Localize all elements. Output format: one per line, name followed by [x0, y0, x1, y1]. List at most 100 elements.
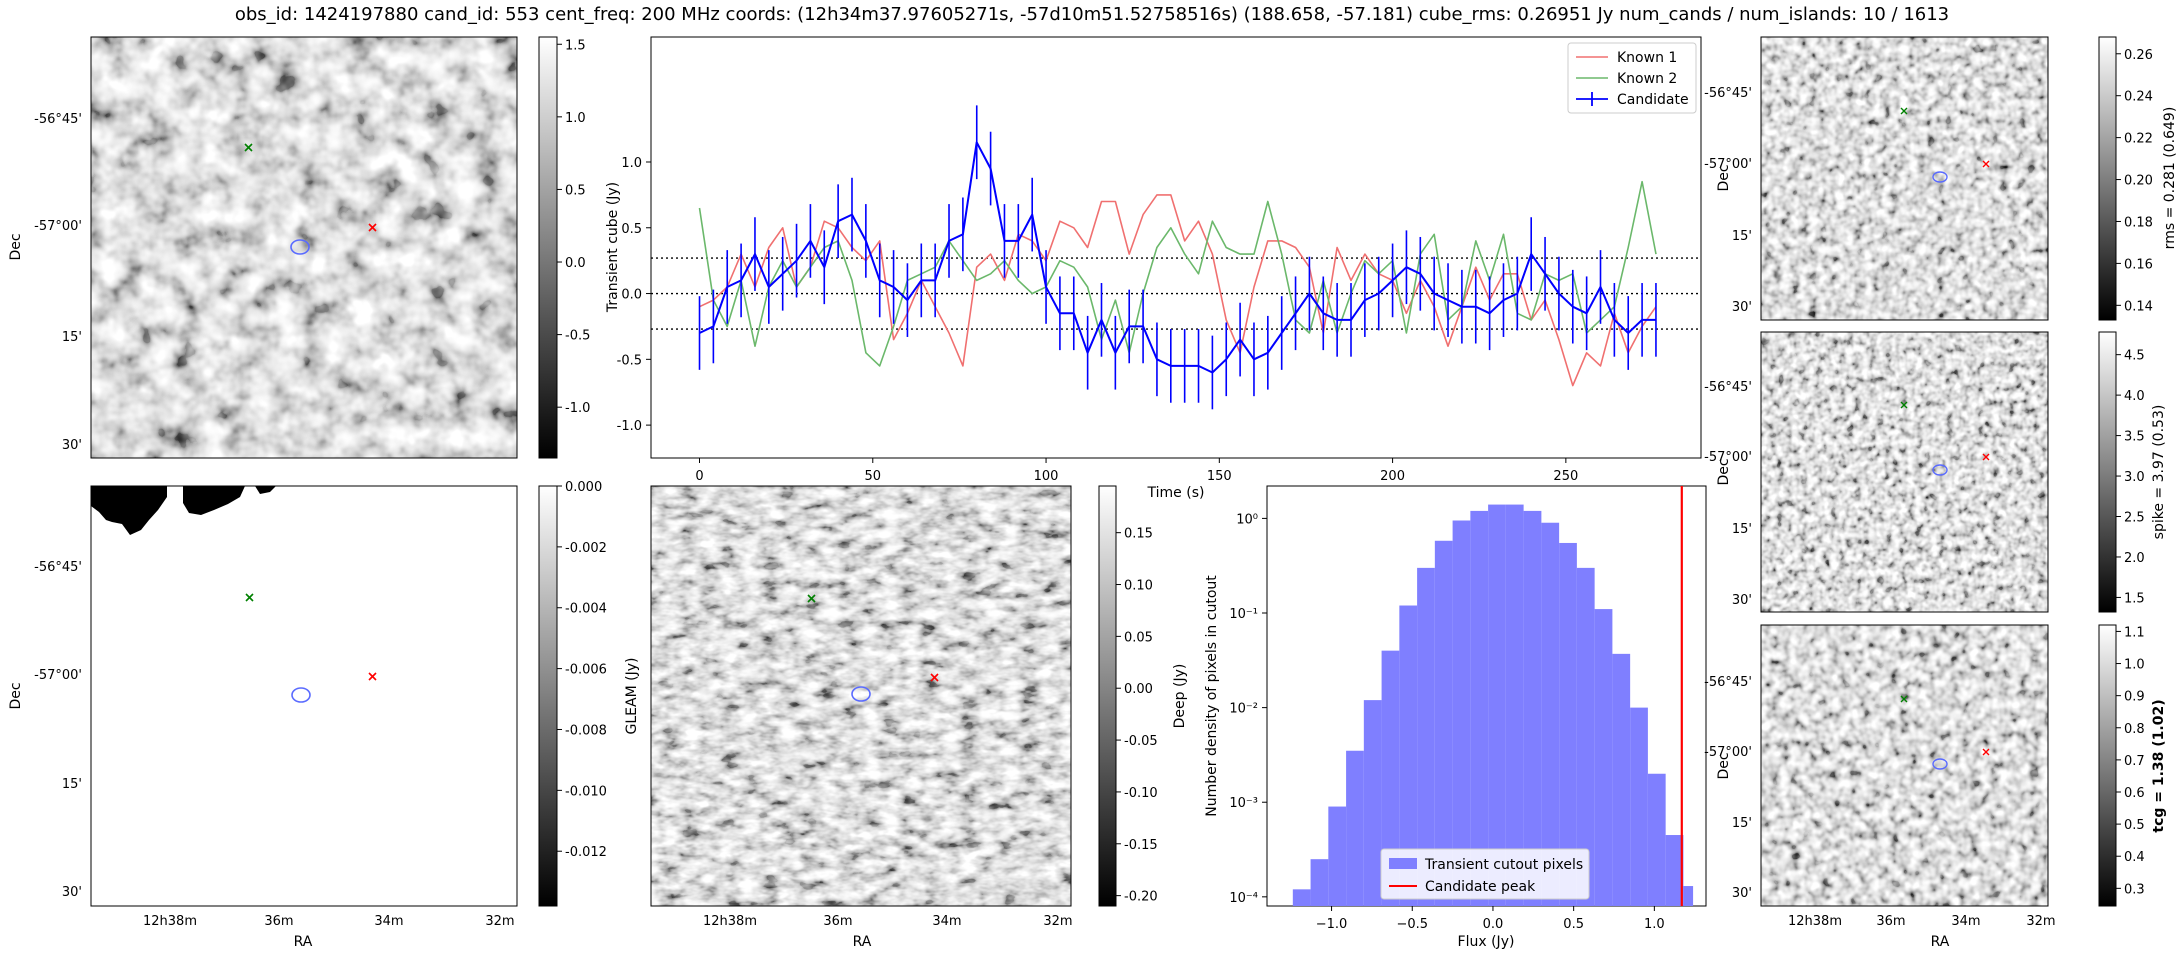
tcg-colorbar-ticks: 1.1 1.0 0.9 0.8 0.7 0.6 0.5 0.4 0.3: [2116, 625, 2145, 897]
y-tick-label: 10⁻³: [1229, 796, 1258, 811]
deep-panel: 0.15 0.10 0.05 0.00 -0.05 -0.10 -0.15 -0.20 Dee…: [650, 485, 1188, 950]
dec-tick: 15': [62, 777, 82, 792]
spike-map-known1-marker: [1900, 401, 1908, 409]
dec-tick: 30': [62, 438, 82, 453]
transient-cube-markers: [244, 143, 377, 255]
ra-tick: 32m: [485, 914, 514, 929]
ra-tick: 32m: [2026, 914, 2055, 929]
ra-tick: 12h38m: [1788, 914, 1842, 929]
gleam-ra-label: RA: [294, 934, 313, 950]
histogram-plot: −1.0 −0.5 0.0 0.5 1.0 10⁰ 10⁻¹ 10⁻² 10⁻³ 10⁻⁴: [1229, 486, 1694, 932]
colorbar-tick-label: -0.05: [1124, 734, 1158, 749]
x-tick-label: 0: [695, 469, 703, 484]
rms-colorbar-ticks: 0.26 0.24 0.22 0.20 0.18 0.16 0.14: [2116, 48, 2153, 314]
histogram-bar: [1346, 750, 1364, 906]
ra-tick: 34m: [932, 914, 961, 929]
rms-map-dec-label: Dec: [1716, 164, 1732, 191]
tcg-map-frame: [1760, 624, 2049, 907]
rms-map-image: [1761, 37, 2048, 320]
colorbar-tick-label: 0.05: [1124, 630, 1153, 645]
spike-map-panel: 4.5 4.0 3.5 3.0 2.5 2.0 1.5 spike = 3.97 (0.53…: [1704, 331, 2167, 613]
ra-tick: 36m: [1876, 914, 1905, 929]
dec-tick: -56°45': [34, 112, 82, 127]
y-tick-label: 10⁻¹: [1229, 607, 1258, 622]
spike-map-dec-label: Dec: [1716, 458, 1732, 485]
dec-tick: 30': [62, 885, 82, 900]
histogram-bar: [1630, 707, 1648, 906]
histogram-bar: [1665, 835, 1684, 906]
colorbar-tick-label: 0.000: [565, 480, 602, 495]
colorbar-tick-label: 0.9: [2124, 690, 2145, 705]
spike-colorbar-label: spike = 3.97 (0.53): [2151, 405, 2167, 540]
transient-cube-colorbar: [538, 36, 558, 459]
transient-cube-colorbar-label: Transient cube (Jy): [605, 182, 621, 313]
deep-candidate-contour: [851, 686, 871, 702]
deep-frame: [650, 485, 1072, 907]
colorbar-tick-label: 2.0: [2124, 551, 2145, 566]
spike-map-image: [1761, 332, 2048, 612]
dec-tick: -57°00': [1704, 157, 1752, 172]
colorbar-tick-label: 0.3: [2124, 882, 2145, 897]
deep-colorbar-label: Deep (Jy): [1172, 664, 1188, 729]
rms-map-known2-marker: [1982, 160, 1990, 168]
histogram-bar: [1647, 773, 1666, 906]
ra-tick: 32m: [1043, 914, 1072, 929]
colorbar-tick-label: 1.0: [2124, 658, 2145, 673]
rms-map-known1-marker: [1900, 107, 1908, 115]
ra-tick: 34m: [374, 914, 403, 929]
spike-map-dec-ticks: -56°45' -57°00' 15' 30': [1704, 380, 1752, 608]
ra-tick: 36m: [264, 914, 293, 929]
colorbar-tick-label: -0.20: [1124, 890, 1158, 905]
tcg-map-candidate-contour: [1932, 758, 1948, 770]
colorbar-tick-label: 0.22: [2124, 132, 2153, 147]
known-source-2-marker: [368, 223, 377, 232]
deep-colorbar: [1098, 485, 1117, 907]
deep-known2-marker: [930, 673, 939, 682]
histogram-bar: [1328, 806, 1347, 906]
x-tick-label: 50: [865, 469, 882, 484]
dec-tick: 30': [1732, 300, 1752, 315]
gleam-dec-ticks: -56°45' -57°00' 15' 30': [34, 560, 82, 900]
legend-transient-pixels-swatch: [1389, 858, 1417, 869]
colorbar-tick-label: 0.20: [2124, 174, 2153, 189]
colorbar-tick-label: -0.15: [1124, 838, 1158, 853]
gleam-ra-ticks: 12h38m 36m 34m 32m: [143, 914, 515, 929]
gleam-dark-region-3: [255, 486, 276, 494]
colorbar-tick-label: 1.5: [565, 38, 586, 53]
histogram-bar: [1434, 540, 1453, 906]
y-tick-label: -1.0: [617, 419, 642, 434]
histogram-ylabel: Number density of pixels in cutout: [1204, 575, 1220, 817]
colorbar-tick-label: 2.5: [2124, 511, 2145, 526]
spike-colorbar-ticks: 4.5 4.0 3.5 3.0 2.5 2.0 1.5: [2116, 349, 2145, 606]
histogram-bar: [1523, 510, 1542, 906]
x-tick-label: 1.0: [1644, 917, 1665, 932]
colorbar-tick-label: 0.7: [2124, 754, 2145, 769]
colorbar-tick-label: 0.00: [1124, 682, 1153, 697]
dec-tick: 15': [1732, 229, 1752, 244]
histogram-bar: [1612, 653, 1631, 906]
series-known-2-line: [698, 180, 1657, 367]
dec-tick: -56°45': [1704, 380, 1752, 395]
transient-cube-dec-label: Dec: [8, 233, 24, 260]
rms-map-panel: 0.26 0.24 0.22 0.20 0.18 0.16 0.14 rms = 0.281…: [1704, 36, 2178, 321]
x-tick-label: 150: [1207, 469, 1232, 484]
colorbar-tick-label: 0.18: [2124, 215, 2153, 230]
dec-tick: 30': [1732, 593, 1752, 608]
histogram-bar: [1541, 522, 1560, 906]
colorbar-tick-label: -0.5: [565, 329, 590, 344]
lightcurve-panel: 0 50 100 150 200 250 1.0 0.5 0.0 -0.5 -1.0 Time (s…: [617, 36, 1702, 501]
colorbar-tick-label: 0.10: [1124, 579, 1153, 594]
y-tick-label: 10⁻²: [1229, 702, 1258, 717]
gleam-known2-marker: [368, 672, 377, 681]
dec-tick: -57°00': [34, 668, 82, 683]
colorbar-tick-label: 3.0: [2124, 470, 2145, 485]
colorbar-tick-label: 0.15: [1124, 527, 1153, 542]
gleam-dark-region-1: [91, 486, 167, 535]
ra-tick: 36m: [823, 914, 852, 929]
histogram-bar: [1559, 542, 1577, 906]
dec-tick: 30': [1732, 886, 1752, 901]
y-tick-label: 0.5: [621, 222, 642, 237]
deep-colorbar-ticks: 0.15 0.10 0.05 0.00 -0.05 -0.10 -0.15 -0.20: [1116, 527, 1158, 905]
colorbar-tick-label: 4.0: [2124, 389, 2145, 404]
gleam-dec-label: Dec: [8, 682, 24, 709]
